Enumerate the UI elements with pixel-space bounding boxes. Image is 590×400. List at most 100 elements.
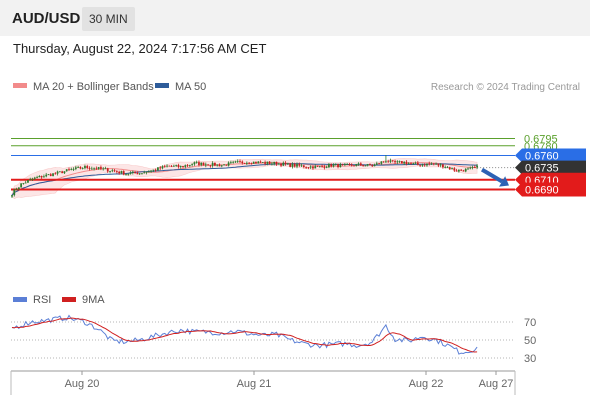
candle	[416, 160, 419, 166]
candle-body	[31, 178, 34, 180]
candle-body	[17, 187, 20, 190]
candle-body	[337, 164, 339, 168]
candle	[88, 166, 91, 171]
forecast-arrow-shaft	[480, 167, 504, 184]
candle	[70, 167, 73, 171]
candle-body	[289, 163, 292, 167]
candle-body	[343, 164, 346, 165]
candle	[373, 163, 376, 167]
candle-body	[328, 164, 330, 168]
candle	[90, 166, 93, 170]
candle	[177, 163, 180, 169]
candle	[271, 161, 273, 166]
time-axis: Aug 20 Aug 21 Aug 22 Aug 27	[10, 370, 516, 395]
candle-body	[323, 166, 326, 168]
candle-body	[412, 163, 415, 164]
candle-body	[90, 168, 93, 170]
candle	[462, 169, 465, 172]
candle-body	[353, 165, 355, 167]
candle-body	[47, 174, 50, 176]
candle	[296, 162, 298, 169]
level-tag-label-current: 0.6735	[525, 163, 559, 175]
candle-body	[243, 163, 246, 164]
candle-body	[58, 171, 61, 173]
candle	[277, 162, 280, 165]
candle-body	[298, 164, 301, 166]
candle	[473, 165, 476, 169]
candle	[457, 169, 460, 173]
candle-body	[143, 172, 146, 174]
bollinger-bands	[11, 158, 478, 200]
time-tick-label: Aug 20	[65, 378, 100, 390]
rsi-ma-legend-label: 9MA	[82, 294, 105, 306]
candle-body	[27, 180, 29, 183]
candle	[469, 166, 472, 170]
candle	[380, 161, 383, 165]
candle-body	[419, 164, 422, 166]
candle	[17, 187, 20, 190]
candle	[93, 167, 95, 171]
candle	[195, 160, 198, 164]
candle-body	[120, 171, 123, 174]
candle	[414, 161, 417, 165]
candle	[204, 162, 207, 168]
candle-body	[113, 170, 116, 172]
candle	[136, 171, 139, 175]
bollinger-band-area	[11, 158, 478, 200]
candle-body	[225, 164, 228, 166]
candle	[234, 160, 237, 164]
candle	[391, 160, 394, 163]
candle	[316, 165, 319, 167]
candle	[245, 161, 248, 166]
candle	[147, 170, 150, 173]
candle	[318, 166, 321, 168]
candle-body	[188, 164, 191, 166]
candle	[364, 165, 367, 167]
candle-body	[81, 168, 84, 169]
candle-body	[291, 164, 294, 167]
candle	[216, 164, 219, 167]
candle	[134, 171, 137, 174]
candle-body	[271, 163, 273, 165]
candle	[476, 163, 479, 170]
candle	[125, 173, 127, 176]
ma50-legend-swatch	[155, 83, 169, 88]
candle	[127, 173, 130, 176]
candle	[74, 165, 77, 171]
candle	[33, 176, 36, 180]
candle-body	[29, 179, 32, 181]
candle	[22, 182, 25, 185]
candle-body	[382, 161, 385, 163]
candle	[56, 170, 59, 176]
level-tag-pivot	[515, 148, 586, 163]
candle	[400, 161, 403, 164]
candle	[111, 168, 114, 173]
candle	[27, 179, 29, 184]
candle	[264, 160, 266, 166]
candle-body	[446, 167, 449, 168]
candle	[77, 165, 80, 169]
candle	[282, 161, 285, 167]
candle	[232, 160, 235, 164]
candle-body	[266, 161, 269, 164]
level-tag-support	[515, 182, 586, 197]
candle	[198, 160, 200, 167]
candle	[426, 163, 428, 167]
candle-body	[432, 163, 435, 165]
candle-body	[216, 164, 219, 166]
candle	[442, 163, 444, 169]
candlesticks	[11, 155, 479, 199]
candle	[154, 168, 157, 172]
candle	[191, 163, 194, 167]
candle	[437, 163, 440, 168]
timeframe-badge[interactable]: 30 MIN	[82, 7, 135, 31]
candle	[49, 173, 52, 177]
candle-body	[405, 161, 408, 164]
candle-body	[95, 168, 98, 170]
candle	[284, 161, 287, 166]
candle	[141, 173, 143, 175]
candle	[268, 161, 271, 165]
candle-body	[437, 163, 440, 166]
candle	[302, 164, 305, 169]
candle-body	[371, 165, 374, 167]
